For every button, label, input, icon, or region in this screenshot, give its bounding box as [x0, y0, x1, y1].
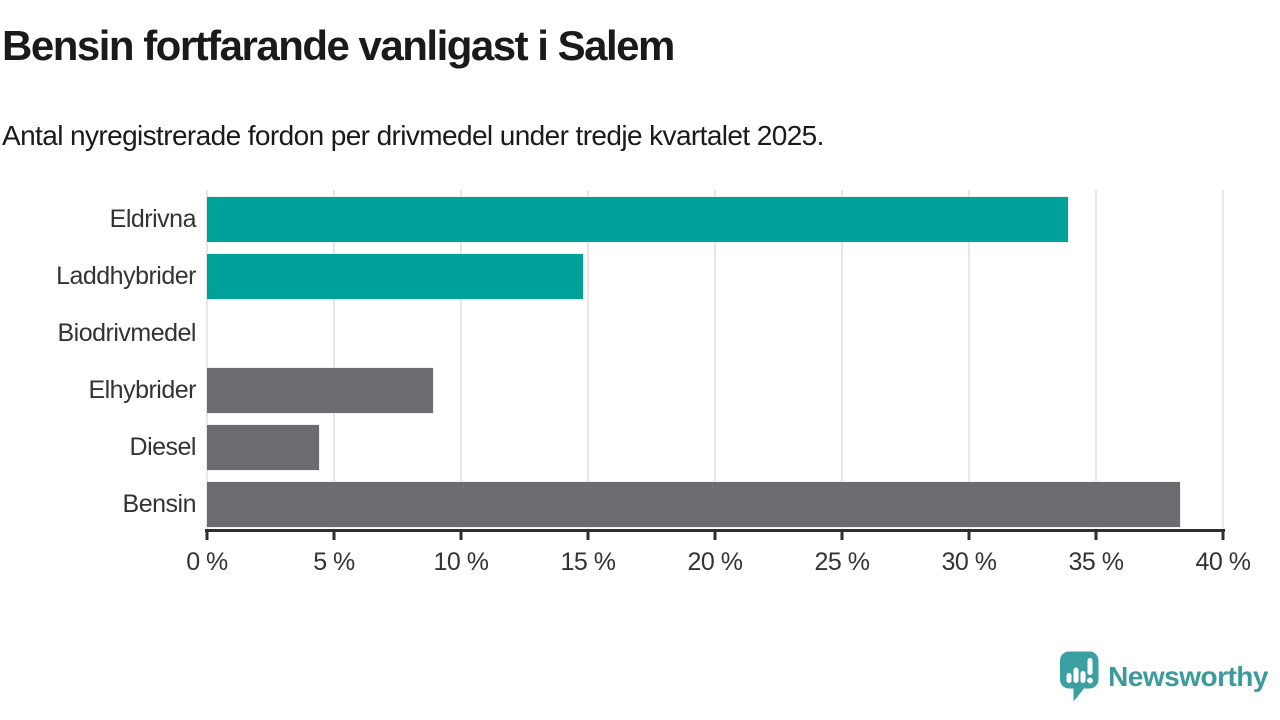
bar-laddhybrider: [207, 254, 583, 299]
newsworthy-logo: Newsworthy: [1059, 650, 1268, 704]
gridline: [333, 190, 335, 530]
axis-tick: [840, 531, 844, 540]
axis-tick: [459, 531, 463, 540]
bar-elhybrider: [207, 368, 434, 413]
bar-bensin: [207, 482, 1180, 527]
category-label: Eldrivna: [109, 205, 197, 233]
axis-tick: [1094, 531, 1098, 540]
gridline: [460, 190, 462, 530]
gridline: [587, 190, 589, 530]
category-label: Diesel: [129, 433, 197, 461]
gridline: [714, 190, 716, 530]
axis-tick: [1221, 531, 1225, 540]
newsworthy-logo-icon: [1060, 651, 1099, 702]
newsworthy-logo-text: Newsworthy: [1108, 661, 1268, 692]
axis-tick: [586, 531, 590, 540]
chart-title: Bensin fortfarande vanligast i Salem: [2, 22, 675, 69]
axis-tick: [713, 531, 717, 540]
bar-eldrivna: [207, 197, 1069, 242]
x-tick-label: 15 %: [560, 548, 616, 576]
gridline: [1095, 190, 1097, 530]
x-tick-label: 10 %: [433, 548, 489, 576]
x-tick-label: 40 %: [1195, 548, 1251, 576]
x-tick-label: 20 %: [687, 548, 743, 576]
gridline: [841, 190, 843, 530]
category-label: Biodrivmedel: [57, 319, 196, 347]
x-tick-label: 0 %: [186, 548, 228, 576]
axis-tick: [205, 531, 209, 540]
gridline: [968, 190, 970, 530]
gridline: [1222, 190, 1224, 530]
plot-area: [205, 190, 1225, 540]
category-label: Elhybrider: [88, 376, 196, 404]
category-label: Laddhybrider: [56, 262, 196, 290]
axis-tick: [332, 531, 336, 540]
x-tick-label: 35 %: [1068, 548, 1124, 576]
category-label: Bensin: [122, 490, 197, 518]
x-tick-label: 5 %: [313, 548, 355, 576]
chart-subtitle: Antal nyregistrerade fordon per drivmede…: [2, 120, 824, 151]
x-axis-line: [205, 529, 1225, 532]
gridline: [206, 190, 208, 530]
x-tick-label: 30 %: [941, 548, 997, 576]
axis-tick: [967, 531, 971, 540]
bar-diesel: [207, 425, 319, 470]
x-tick-label: 25 %: [814, 548, 870, 576]
